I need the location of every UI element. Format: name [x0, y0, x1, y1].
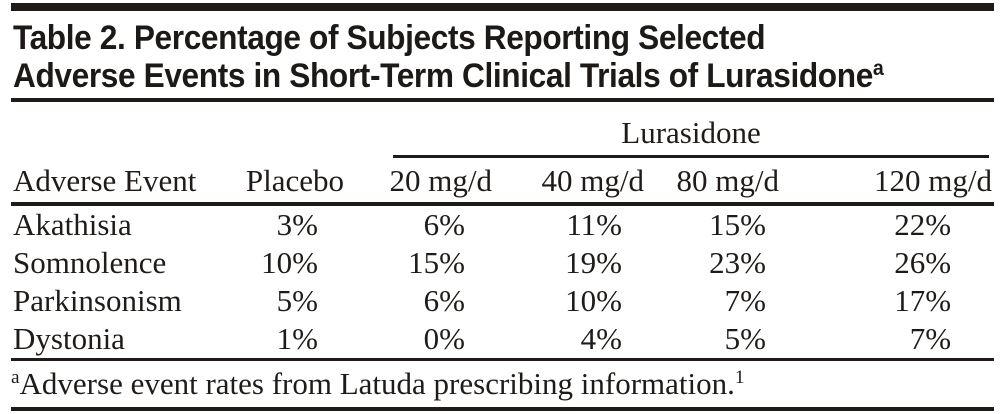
value-cell: 26%: [894, 245, 952, 280]
value-cell: 0%: [423, 321, 465, 356]
row-label: Akathisia: [13, 207, 132, 242]
spanner-row: Lurasidone: [11, 102, 994, 158]
value-cell: 5%: [724, 321, 766, 356]
value-cell: 3%: [276, 207, 318, 242]
column-header-120mgd: 120 mg/d: [781, 158, 995, 206]
value-cell: 11%: [566, 207, 622, 242]
adverse-events-table: Lurasidone Adverse Event Placebo 20 mg/d…: [11, 102, 995, 358]
value-cell: 1%: [276, 321, 318, 356]
title-line-2: Adverse Events in Short-Term Clinical Tr…: [13, 57, 925, 95]
column-header-adverse-event: Adverse Event: [11, 158, 241, 206]
value-cell: 7%: [724, 283, 766, 318]
row-label: Dystonia: [13, 321, 125, 356]
value-cell: 17%: [894, 283, 952, 318]
spanner-cell: Lurasidone: [346, 102, 994, 158]
footnote-marker: a: [11, 367, 20, 389]
footnote: aAdverse event rates from Latuda prescri…: [11, 361, 994, 403]
value-cell: 6%: [423, 207, 465, 242]
row-label: Parkinsonism: [13, 283, 182, 318]
top-rule-bar: [11, 3, 994, 11]
value-cell: 6%: [423, 283, 465, 318]
value-cell: 10%: [565, 283, 622, 318]
title-rule: [11, 98, 994, 102]
column-header-40mgd: 40 mg/d: [494, 158, 646, 206]
spanner-label: Lurasidone: [621, 115, 761, 150]
column-header-20mgd: 20 mg/d: [346, 158, 494, 206]
table-title: Table 2. Percentage of Subjects Reportin…: [13, 19, 925, 95]
value-cell: 15%: [709, 207, 766, 242]
table-row-dystonia: Dystonia 1% 0% 4% 5% 7%: [11, 320, 994, 358]
table-row-akathisia: Akathisia 3% 6% 11% 15% 22%: [11, 204, 994, 244]
table-header: Lurasidone Adverse Event Placebo 20 mg/d…: [11, 102, 995, 206]
value-cell: 23%: [709, 245, 766, 280]
row-label: Somnolence: [13, 245, 167, 280]
bottom-rule: [11, 407, 994, 411]
title-superscript: a: [872, 57, 884, 81]
table-row-parkinsonism: Parkinsonism 5% 6% 10% 7% 17%: [11, 282, 994, 320]
value-cell: 7%: [909, 321, 952, 356]
table-body: Akathisia 3% 6% 11% 15% 22% Somnolence 1…: [11, 204, 994, 358]
value-cell: 19%: [565, 245, 622, 280]
title-line-2-text: Adverse Events in Short-Term Clinical Tr…: [13, 57, 873, 95]
column-header-row: Adverse Event Placebo 20 mg/d 40 mg/d 80…: [11, 158, 995, 206]
journal-table-page: Table 2. Percentage of Subjects Reportin…: [0, 3, 1004, 414]
footnote-text: Adverse event rates from Latuda prescrib…: [19, 366, 735, 401]
value-cell: 10%: [261, 245, 318, 280]
footnote-reference: 1: [734, 367, 745, 389]
spanner-rule: Lurasidone: [393, 114, 990, 158]
table-content: Table 2. Percentage of Subjects Reportin…: [11, 3, 995, 411]
value-cell: 5%: [276, 283, 318, 318]
table-row-somnolence: Somnolence 10% 15% 19% 23% 26%: [11, 244, 994, 282]
value-cell: 22%: [894, 207, 952, 242]
value-cell: 15%: [408, 245, 465, 280]
column-header-80mgd: 80 mg/d: [646, 158, 781, 206]
value-cell: 4%: [580, 321, 622, 356]
footnote-top-rule: [11, 358, 994, 361]
title-line-1: Table 2. Percentage of Subjects Reportin…: [13, 19, 766, 57]
column-header-placebo: Placebo: [241, 158, 346, 206]
spanner-spacer: [11, 102, 346, 158]
